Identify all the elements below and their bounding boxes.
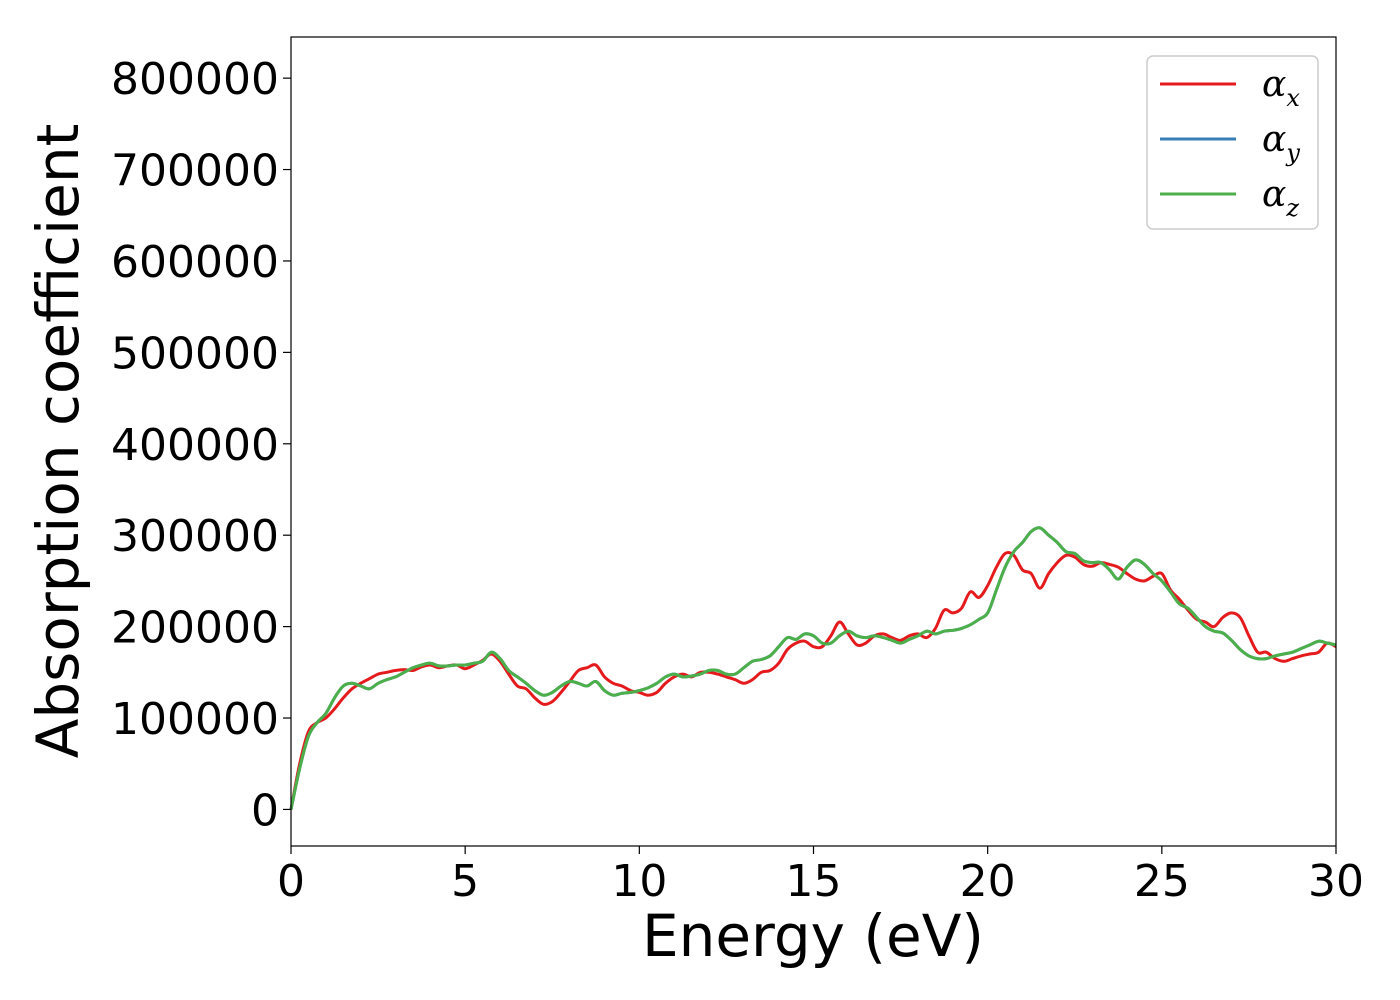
y-tick-label: 300000 — [111, 511, 279, 562]
legend-symbol: α — [1262, 174, 1286, 215]
x-tick-label: 15 — [786, 856, 842, 907]
y-tick-label: 800000 — [111, 54, 279, 105]
legend-label-alpha-x: αx — [1262, 64, 1300, 112]
legend-symbol: α — [1262, 119, 1286, 160]
x-tick-label: 10 — [611, 856, 667, 907]
legend-box — [1146, 55, 1319, 230]
legend-subscript: y — [1285, 139, 1300, 167]
x-tick-label: 0 — [277, 856, 305, 907]
y-axis: 0 100000 200000 300000 400000 500000 600000 700… — [111, 54, 291, 836]
y-tick-label: 100000 — [111, 694, 279, 745]
y-tick-label: 600000 — [111, 237, 279, 288]
x-axis-title: Energy (eV) — [642, 902, 984, 970]
x-tick-label: 20 — [960, 856, 1016, 907]
series-layer — [289, 526, 1337, 810]
y-tick-label: 200000 — [111, 603, 279, 654]
series-line-alpha-y — [289, 526, 1337, 810]
legend-subscript: x — [1286, 84, 1300, 112]
series-line-alpha-x — [289, 550, 1337, 810]
x-tick-label: 5 — [451, 856, 479, 907]
x-tick-label: 25 — [1134, 856, 1190, 907]
series-line-alpha-z — [289, 526, 1337, 810]
legend-label-alpha-z: αz — [1262, 174, 1299, 222]
x-tick-label: 30 — [1308, 856, 1364, 907]
legend-label-alpha-y: αy — [1262, 119, 1300, 167]
y-tick-label: 700000 — [111, 146, 279, 197]
y-tick-label: 0 — [251, 785, 279, 836]
y-tick-label: 500000 — [111, 328, 279, 379]
y-tick-label: 400000 — [111, 420, 279, 471]
legend-subscript: z — [1285, 194, 1299, 222]
y-axis-title: Absorption coefficient — [24, 124, 92, 759]
x-axis: 0 5 10 15 20 25 30 — [277, 846, 1364, 907]
legend-symbol: α — [1262, 64, 1286, 105]
